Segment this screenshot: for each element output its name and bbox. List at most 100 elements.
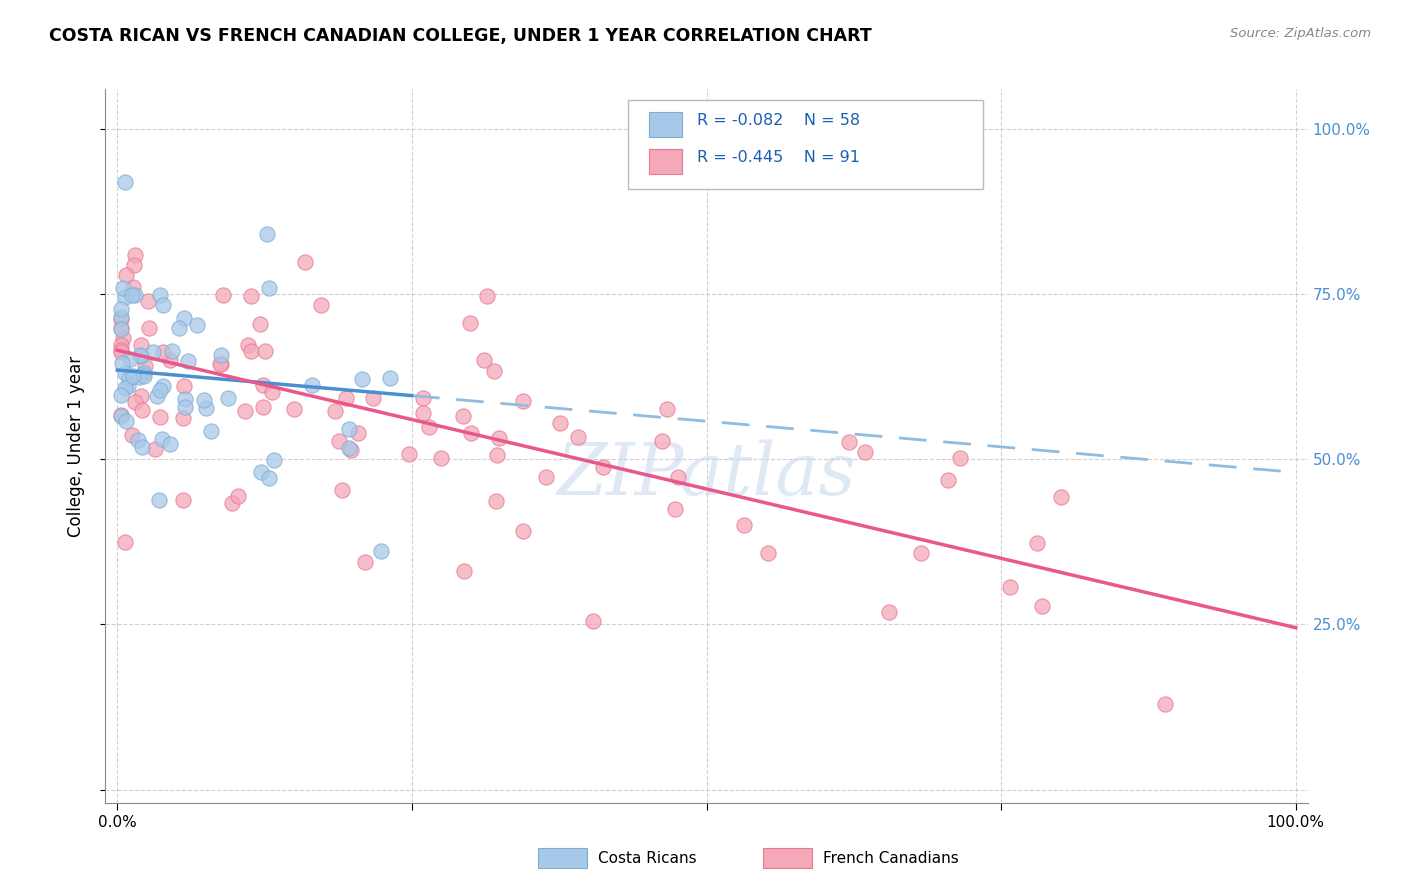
Point (124, 394, 146, 409)
Point (221, 496, 243, 510)
Point (936, 473, 959, 487)
Point (354, 555, 377, 569)
Point (853, 445, 876, 459)
Point (259, 280, 281, 294)
Point (173, 311, 195, 326)
Point (651, 434, 673, 448)
Point (136, 293, 159, 308)
Point (129, 348, 152, 362)
Point (115, 268, 138, 282)
Point (172, 411, 194, 425)
FancyBboxPatch shape (628, 100, 983, 189)
Point (451, 409, 474, 424)
Point (328, 434, 350, 449)
Point (118, 351, 141, 366)
Point (112, 281, 135, 295)
Point (534, 470, 557, 484)
Point (122, 368, 145, 383)
Point (657, 401, 679, 416)
Point (301, 377, 323, 392)
Point (129, 337, 152, 351)
Point (152, 344, 174, 359)
Point (458, 316, 481, 330)
Point (460, 425, 482, 440)
Point (238, 338, 260, 352)
Point (121, 287, 143, 301)
Point (1031, 599, 1053, 614)
Point (138, 320, 160, 334)
Point (335, 392, 357, 406)
Point (132, 368, 155, 383)
Point (114, 366, 136, 380)
Point (117, 378, 139, 392)
Point (124, 287, 146, 301)
Point (134, 367, 156, 381)
Point (412, 406, 434, 420)
Point (412, 391, 434, 405)
Point (121, 280, 143, 294)
Point (173, 400, 195, 414)
Point (110, 409, 132, 423)
Point (124, 248, 146, 262)
Point (263, 453, 285, 467)
Point (370, 543, 392, 558)
Point (453, 565, 475, 579)
Point (212, 287, 235, 301)
Point (239, 344, 262, 359)
Point (169, 320, 191, 334)
Point (380, 371, 402, 385)
Text: ZIPatlas: ZIPatlas (557, 439, 856, 510)
Point (114, 535, 136, 549)
Point (339, 422, 361, 436)
Point (257, 471, 280, 485)
Point (294, 254, 316, 268)
Point (131, 403, 153, 417)
Point (512, 394, 534, 409)
Point (418, 419, 440, 434)
Point (160, 343, 183, 358)
Text: Source: ZipAtlas.com: Source: ZipAtlas.com (1230, 27, 1371, 40)
Point (110, 387, 132, 401)
Point (309, 298, 332, 312)
Point (115, 414, 138, 428)
Point (430, 450, 453, 465)
Point (283, 401, 305, 416)
Point (217, 391, 239, 405)
Point (337, 441, 360, 455)
Point (110, 338, 132, 352)
Point (200, 424, 222, 438)
Point (998, 580, 1021, 594)
Point (142, 344, 165, 359)
Point (118, 371, 141, 385)
Point (121, 428, 143, 442)
Point (143, 442, 166, 456)
Point (250, 465, 273, 479)
Point (260, 384, 283, 399)
Point (110, 321, 132, 335)
Point (127, 433, 149, 447)
Point (477, 289, 499, 303)
Point (114, 290, 136, 304)
Point (173, 379, 195, 393)
Point (252, 377, 274, 392)
Point (177, 354, 200, 368)
Point (482, 364, 505, 378)
Point (485, 494, 508, 508)
Point (174, 392, 197, 406)
Y-axis label: College, Under 1 year: College, Under 1 year (66, 355, 84, 537)
Point (150, 432, 173, 446)
Point (131, 440, 153, 454)
Point (134, 359, 156, 373)
Point (1049, 490, 1071, 504)
Point (209, 348, 232, 362)
Point (131, 367, 153, 381)
Point (148, 493, 170, 508)
Point (567, 430, 589, 444)
Text: R = -0.082    N = 58: R = -0.082 N = 58 (697, 113, 860, 128)
Point (110, 310, 132, 324)
Point (152, 379, 174, 393)
Point (129, 349, 152, 363)
Point (129, 389, 152, 403)
Point (226, 489, 249, 503)
Point (352, 372, 374, 386)
